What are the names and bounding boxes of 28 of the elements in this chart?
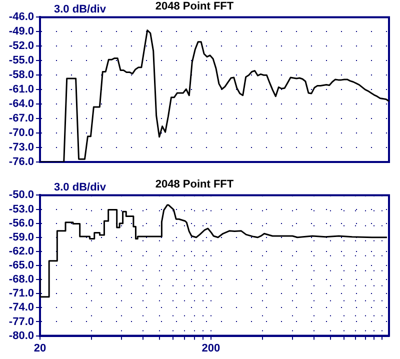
y-tick-label: -74.0 [8, 302, 34, 314]
y-tick-label: -71.0 [8, 288, 34, 300]
text: 3.0 dB/div [54, 182, 107, 194]
y-tick-label: -68.0 [8, 274, 34, 286]
y-tick-label: -56.0 [8, 217, 34, 230]
chart-title: 2048 Point FFT [155, 178, 234, 191]
y-tick-label: -61.0 [8, 84, 34, 96]
y-tick-label: -65.0 [8, 260, 34, 272]
x-tick-label: 200 [202, 342, 220, 354]
text: 3.0 dB/div [54, 4, 107, 16]
y-tick-label: -46.0 [8, 11, 34, 24]
y-tick-label: -49.0 [8, 26, 34, 38]
x-tick-label: 20 [34, 342, 46, 354]
y-tick-label: -64.0 [8, 98, 34, 110]
y-tick-label: -80.0 [8, 330, 34, 342]
y-tick-label: -50.0 [8, 189, 34, 202]
chart-title: 2048 Point FFT [155, 0, 234, 13]
y-tick-label: -52.0 [8, 40, 34, 52]
y-tick-label: -62.0 [8, 245, 34, 258]
y-tick-label: -58.0 [8, 69, 34, 82]
y-tick-label: -70.0 [8, 127, 34, 140]
y-tick-label: -55.0 [8, 54, 34, 67]
y-tick-label: -77.0 [8, 316, 34, 328]
y-tick-label: -53.0 [8, 203, 34, 216]
y-tick-label: -67.0 [8, 112, 34, 125]
y-tick-label: -76.0 [8, 156, 34, 168]
y-tick-label: -73.0 [8, 142, 34, 154]
y-tick-label: -59.0 [8, 231, 34, 244]
